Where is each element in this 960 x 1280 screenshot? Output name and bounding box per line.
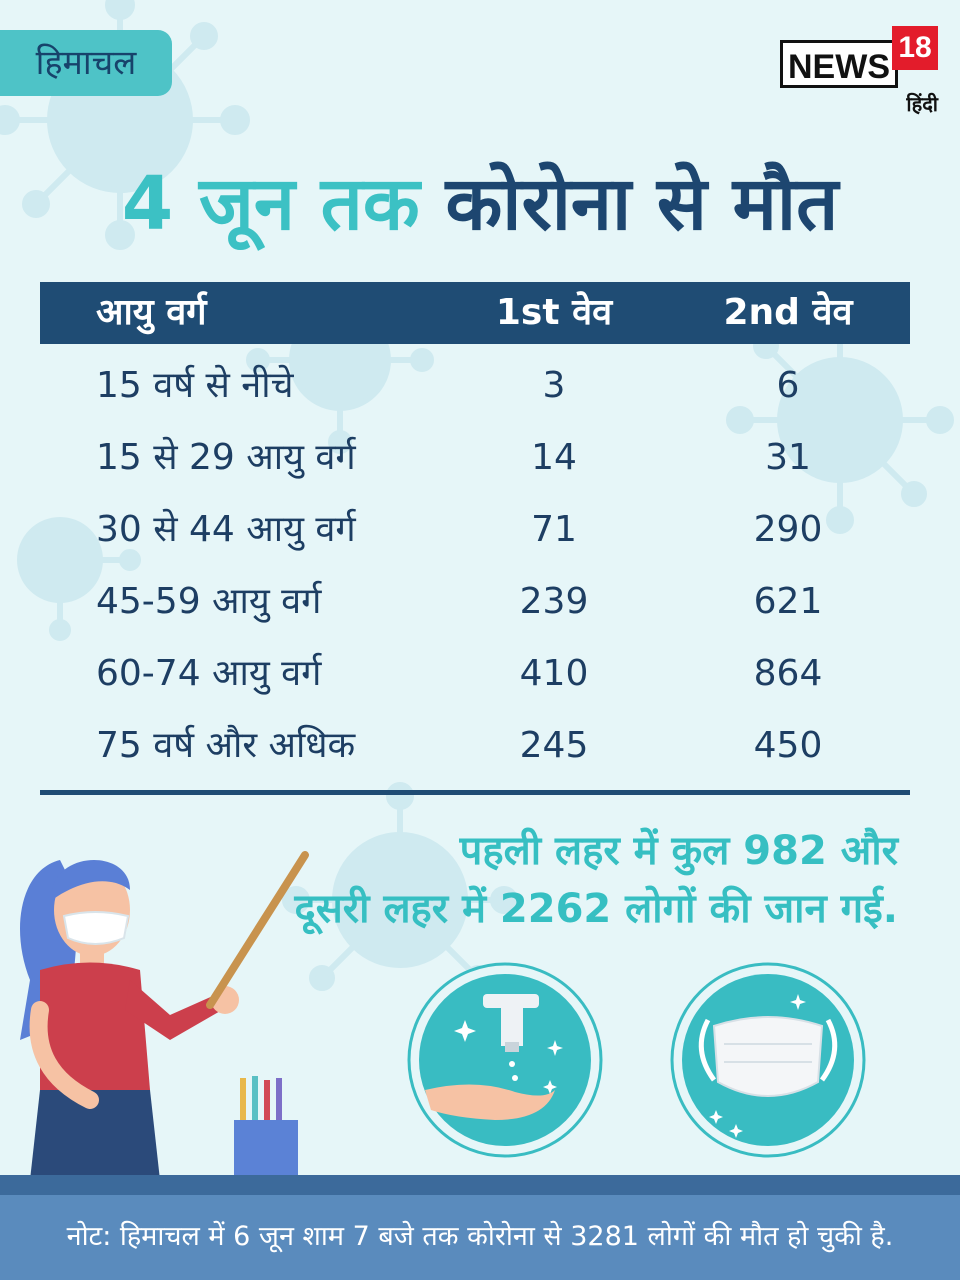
first-wave-cell: 71 bbox=[531, 509, 577, 550]
footer-stripe bbox=[0, 1175, 960, 1195]
age-group-cell: 45-59 आयु वर्ग bbox=[96, 581, 322, 622]
footer-bar: नोट: हिमाचल में 6 जून शाम 7 बजे तक कोरोन… bbox=[0, 1175, 960, 1280]
table-row: 75 वर्ष और अधिक 245 450 bbox=[40, 710, 910, 782]
first-wave-cell: 410 bbox=[519, 653, 589, 694]
table-row: 15 से 29 आयु वर्ग 14 31 bbox=[40, 422, 910, 494]
age-group-cell: 15 से 29 आयु वर्ग bbox=[96, 437, 356, 478]
first-wave-cell: 14 bbox=[531, 437, 577, 478]
virus-icon bbox=[0, 0, 954, 991]
summary-text: पहली लहर में कुल 982 और दूसरी लहर में 22… bbox=[295, 822, 898, 938]
region-tag: हिमाचल bbox=[0, 30, 172, 96]
hand-wash-icon bbox=[407, 962, 603, 1158]
table-row: 60-74 आयु वर्ग 410 864 bbox=[40, 638, 910, 710]
logo-news-text: NEWS bbox=[780, 40, 898, 88]
title-date: 4 जून तक bbox=[121, 161, 420, 247]
teacher-illustration bbox=[20, 851, 309, 1180]
second-wave-cell: 621 bbox=[753, 581, 823, 622]
age-group-cell: 60-74 आयु वर्ग bbox=[96, 653, 322, 694]
news18-logo: NEWS 18 हिंदी bbox=[780, 26, 938, 116]
age-group-cell: 75 वर्ष और अधिक bbox=[96, 725, 356, 766]
age-group-cell: 30 से 44 आयु वर्ग bbox=[96, 509, 356, 550]
logo-number: 18 bbox=[892, 26, 938, 70]
second-wave-cell: 290 bbox=[753, 509, 823, 550]
footer-note: नोट: हिमाचल में 6 जून शाम 7 बजे तक कोरोन… bbox=[66, 1221, 894, 1252]
title-main: कोरोना से मौत bbox=[445, 161, 839, 247]
first-wave-cell: 245 bbox=[519, 725, 589, 766]
age-group-cell: 15 वर्ष से नीचे bbox=[96, 365, 294, 406]
table-row: 30 से 44 आयु वर्ग 71 290 bbox=[40, 494, 910, 566]
second-wave-cell: 450 bbox=[753, 725, 823, 766]
table-header: आयु वर्ग 1st वेव 2nd वेव bbox=[40, 282, 910, 344]
first-wave-cell: 239 bbox=[519, 581, 589, 622]
logo-subtitle: हिंदी bbox=[906, 92, 938, 116]
second-wave-cell: 6 bbox=[776, 365, 800, 406]
second-wave-cell: 31 bbox=[765, 437, 811, 478]
table-row: 15 वर्ष से नीचे 3 6 bbox=[40, 350, 910, 422]
header-second-wave: 2nd वेव bbox=[723, 292, 853, 333]
table-body: 15 वर्ष से नीचे 3 6 15 से 29 आयु वर्ग 14… bbox=[40, 350, 910, 782]
pencil-cup-icon bbox=[234, 1076, 298, 1176]
summary-line-2: दूसरी लहर में 2262 लोगों की जान गई. bbox=[294, 886, 898, 932]
second-wave-cell: 864 bbox=[753, 653, 823, 694]
header-first-wave: 1st वेव bbox=[495, 292, 613, 333]
face-mask-icon bbox=[670, 962, 866, 1158]
summary-line-1: पहली लहर में कुल 982 और bbox=[459, 828, 898, 874]
header-age-group: आयु वर्ग bbox=[96, 292, 207, 333]
first-wave-cell: 3 bbox=[542, 365, 566, 406]
page-title: 4 जून तक कोरोना से मौत bbox=[0, 150, 960, 251]
table-row: 45-59 आयु वर्ग 239 621 bbox=[40, 566, 910, 638]
table-bottom-rule bbox=[40, 790, 910, 795]
